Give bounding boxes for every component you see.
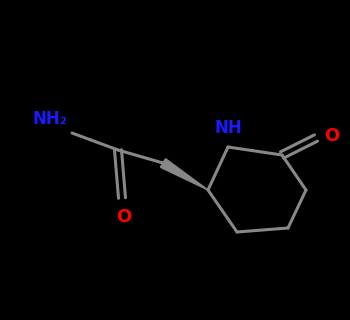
- Text: NH₂: NH₂: [32, 110, 67, 128]
- Text: O: O: [324, 127, 339, 145]
- Text: O: O: [116, 208, 132, 226]
- Polygon shape: [160, 159, 208, 190]
- Text: NH: NH: [214, 119, 242, 137]
